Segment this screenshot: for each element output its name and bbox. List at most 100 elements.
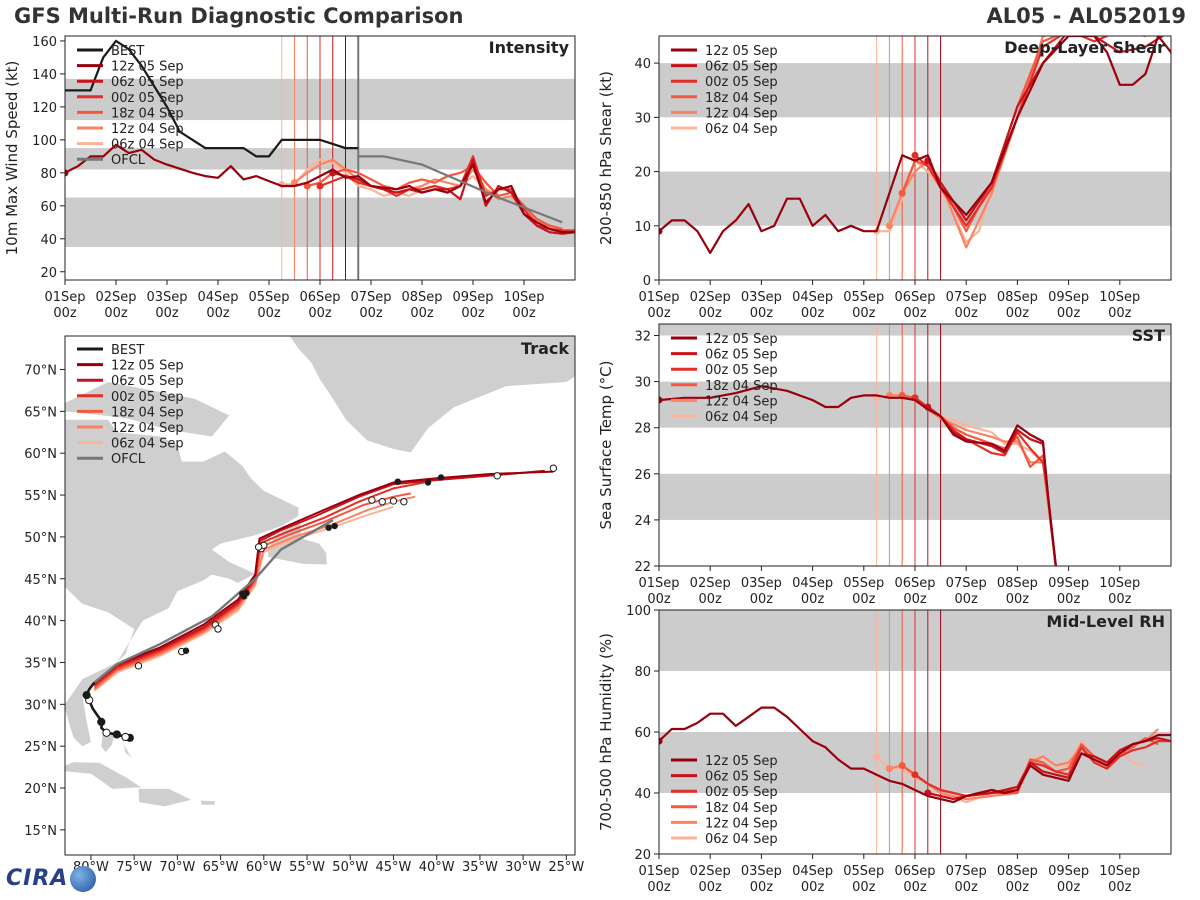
cira-logo: CIRA	[6, 866, 97, 892]
track-open-marker	[368, 496, 376, 504]
legend-label: 18z 04 Sep	[705, 91, 778, 106]
track-filled-marker	[437, 474, 445, 481]
track-ytick-label: 40°N	[24, 615, 57, 630]
rh-series-init-marker	[885, 765, 893, 773]
track-ytick-label: 45°N	[24, 573, 57, 588]
shear-chart: 01020304001Sep00z02Sep00z03Sep00z04Sep00…	[597, 35, 1172, 321]
track-chart: 80°W 75°W 70°W 65°W 60°W 55°W 50°W 45°W 40°W 35°W…	[24, 335, 584, 875]
sst-xtick-label: 02Sep	[690, 576, 731, 591]
sst-xtick-label: 10Sep	[1099, 576, 1140, 591]
rh-title: Mid-Level RH	[1046, 612, 1165, 631]
rh-series-init-marker	[659, 737, 663, 745]
legend-label: 06z 05 Sep	[705, 770, 778, 785]
track-open-marker	[254, 543, 263, 551]
legend-label: 12z 04 Sep	[705, 816, 778, 831]
legend-label: BEST	[111, 343, 144, 358]
sst-ytick-label: 22	[634, 560, 651, 575]
shear-xtick-label: 00z	[955, 306, 979, 321]
legend-label: 12z 05 Sep	[705, 332, 778, 347]
legend-label: OFCL	[111, 153, 146, 168]
sst-xtick-label: 00z	[1057, 592, 1081, 607]
shear-xtick-label: 00z	[699, 306, 723, 321]
legend-label: 12z 05 Sep	[705, 44, 778, 59]
legend-label: 06z 04 Sep	[111, 138, 184, 153]
legend-label: 00z 05 Sep	[705, 785, 778, 800]
intensity-xtick-label: 00z	[461, 306, 485, 321]
intensity-best-line	[65, 39, 359, 158]
track-run-line	[93, 505, 394, 692]
track-open-marker	[378, 498, 386, 506]
sst-xtick-label: 00z	[699, 592, 723, 607]
sst-xtick-label: 08Sep	[997, 576, 1038, 591]
rh-xtick-label: 07Sep	[946, 864, 987, 879]
shear-series-init-marker	[898, 189, 906, 197]
rh-series-init-marker	[898, 762, 906, 770]
rh-xtick-label: 00z	[750, 880, 774, 895]
rh-xtick-label: 00z	[699, 880, 723, 895]
intensity-xtick-label: 00z	[410, 306, 434, 321]
shear-series-init-marker	[659, 227, 663, 235]
rh-xtick-label: 00z	[852, 880, 876, 895]
intensity-xtick-label: 00z	[206, 306, 230, 321]
sst-xtick-label: 00z	[1006, 592, 1030, 607]
rh-xtick-label: 00z	[1006, 880, 1030, 895]
track-open-marker	[493, 472, 501, 480]
sst-xtick-label: 00z	[647, 592, 671, 607]
track-filled-marker	[182, 647, 190, 654]
bahamas-b-landmass	[123, 744, 133, 758]
rh-xtick-label: 05Sep	[843, 864, 884, 879]
sst-ytick-label: 32	[634, 330, 651, 345]
rh-xtick-label: 09Sep	[1048, 864, 1089, 879]
legend-label: 00z 05 Sep	[111, 91, 184, 106]
intensity-ytick-label: 120	[32, 101, 57, 116]
legend-label: 18z 04 Sep	[705, 801, 778, 816]
track-run-line	[93, 470, 554, 684]
intensity-ytick-label: 60	[40, 200, 57, 215]
shear-ytick-label: 40	[634, 57, 651, 72]
shear-xtick-label: 08Sep	[997, 290, 1038, 305]
sst-chart: 22242628303201Sep00z02Sep00z03Sep00z04Se…	[597, 323, 1172, 607]
intensity-series-line	[65, 143, 575, 234]
shear-series-init-marker	[885, 222, 893, 230]
track-xtick-label: 35°W	[462, 860, 498, 875]
sst-ytick-label: 30	[634, 376, 651, 391]
track-title: Track	[521, 339, 569, 358]
intensity-ytick-label: 20	[40, 266, 57, 281]
shear-xtick-label: 05Sep	[843, 290, 884, 305]
track-ytick-label: 30°N	[24, 698, 57, 713]
rh-xtick-label: 08Sep	[997, 864, 1038, 879]
greenland-landmass	[289, 336, 575, 453]
track-best-marker	[121, 732, 130, 742]
sst-ytick-label: 28	[634, 422, 651, 437]
shear-title: Deep-Layer Shear	[1004, 38, 1165, 57]
rh-xtick-label: 00z	[647, 880, 671, 895]
track-ofcl-line	[93, 519, 334, 684]
intensity-xtick-label: 05Sep	[248, 290, 289, 305]
track-xtick-label: 60°W	[246, 860, 282, 875]
rh-xtick-label: 00z	[903, 880, 927, 895]
shear-xtick-label: 03Sep	[741, 290, 782, 305]
track-xtick-label: 50°W	[332, 860, 368, 875]
legend-label: 12z 04 Sep	[111, 421, 184, 436]
track-ytick-label: 20°N	[24, 782, 57, 797]
rh-xtick-label: 03Sep	[741, 864, 782, 879]
sst-series-line	[659, 385, 1058, 566]
intensity-xtick-label: 00z	[359, 306, 383, 321]
track-xtick-label: 25°W	[548, 860, 584, 875]
baffin-island-landmass	[65, 382, 230, 437]
intensity-ofcl-line	[358, 155, 563, 224]
sst-xtick-label: 00z	[1108, 592, 1132, 607]
rh-xtick-label: 01Sep	[638, 864, 679, 879]
rh-xtick-label: 00z	[1057, 880, 1081, 895]
track-ytick-label: 55°N	[24, 489, 57, 504]
track-run-line	[93, 492, 411, 689]
sst-xtick-label: 01Sep	[638, 576, 679, 591]
legend-label: 12z 04 Sep	[705, 106, 778, 121]
track-best-marker	[97, 717, 106, 727]
rh-ytick-label: 40	[634, 787, 651, 802]
intensity-xtick-label: 09Sep	[452, 290, 493, 305]
track-xtick-label: 40°W	[419, 860, 455, 875]
track-open-marker	[134, 662, 143, 670]
intensity-ytick-label: 160	[32, 35, 57, 50]
